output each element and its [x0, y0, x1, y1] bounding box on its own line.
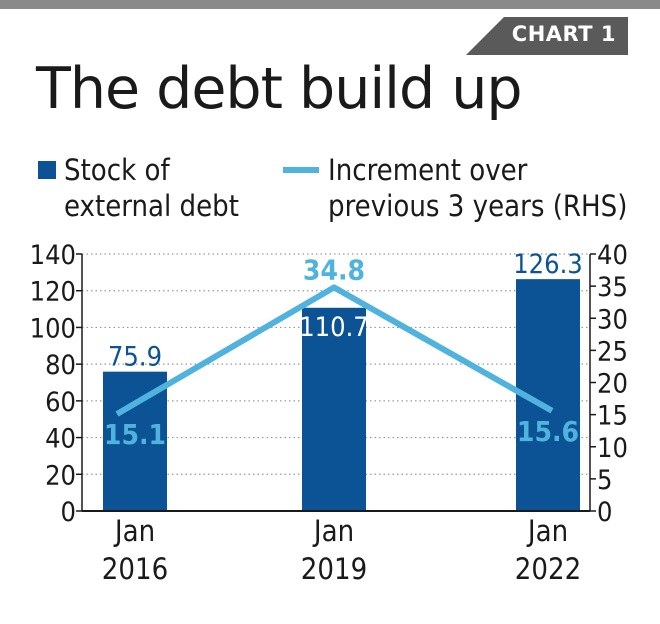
chart-number-label: CHART 1 — [511, 22, 616, 46]
bar-value-label: 126.3 — [513, 249, 583, 280]
chart-number-badge: CHART 1 — [466, 17, 628, 55]
left-axis-tick-label: 120 — [30, 277, 76, 308]
left-axis-tick-label: 140 — [30, 240, 76, 271]
legend-bar-swatch — [38, 161, 56, 179]
x-category-label-month: Jan — [312, 514, 354, 548]
x-category-label-month: Jan — [113, 514, 155, 548]
left-axis-tick-label: 80 — [45, 350, 76, 381]
right-axis-tick-label: 40 — [597, 240, 628, 271]
bar-value-label: 110.7 — [299, 312, 369, 343]
right-axis-tick-label: 25 — [597, 336, 628, 367]
right-axis-tick-label: 15 — [597, 401, 628, 432]
right-axis-tick-label: 35 — [597, 272, 628, 303]
line-value-label: 15.1 — [104, 418, 166, 451]
x-category-label-month: Jan — [526, 514, 568, 548]
x-category-label-year: 2022 — [515, 552, 581, 586]
right-axis-tick-label: 0 — [597, 497, 612, 528]
bar — [103, 371, 167, 511]
top-rule — [0, 0, 660, 9]
x-category-label-year: 2016 — [102, 552, 168, 586]
bar — [302, 307, 366, 511]
legend-line-label-line1: Increment over — [328, 153, 528, 187]
left-axis-tick-label: 60 — [45, 387, 76, 418]
legend-line-swatch — [283, 167, 319, 173]
x-category-label-year: 2019 — [301, 552, 367, 586]
left-axis-tick-label: 40 — [45, 424, 76, 455]
left-axis-tick-label: 100 — [30, 313, 76, 344]
chart-title: The debt build up — [36, 56, 523, 122]
legend-bar-label-line1: Stock of — [64, 153, 170, 187]
bar-value-label: 75.9 — [108, 342, 162, 373]
right-axis-tick-label: 20 — [597, 369, 628, 400]
left-axis-tick-label: 20 — [45, 460, 76, 491]
legend-line-label-line2: previous 3 years (RHS) — [328, 189, 628, 223]
right-axis-tick-label: 10 — [597, 433, 628, 464]
line-value-label: 34.8 — [303, 253, 365, 286]
left-axis-tick-label: 0 — [61, 497, 76, 528]
line-value-label: 15.6 — [517, 415, 579, 448]
right-axis-tick-label: 5 — [597, 465, 612, 496]
right-axis-tick-label: 30 — [597, 304, 628, 335]
legend-bar-label-line2: external debt — [64, 189, 239, 223]
